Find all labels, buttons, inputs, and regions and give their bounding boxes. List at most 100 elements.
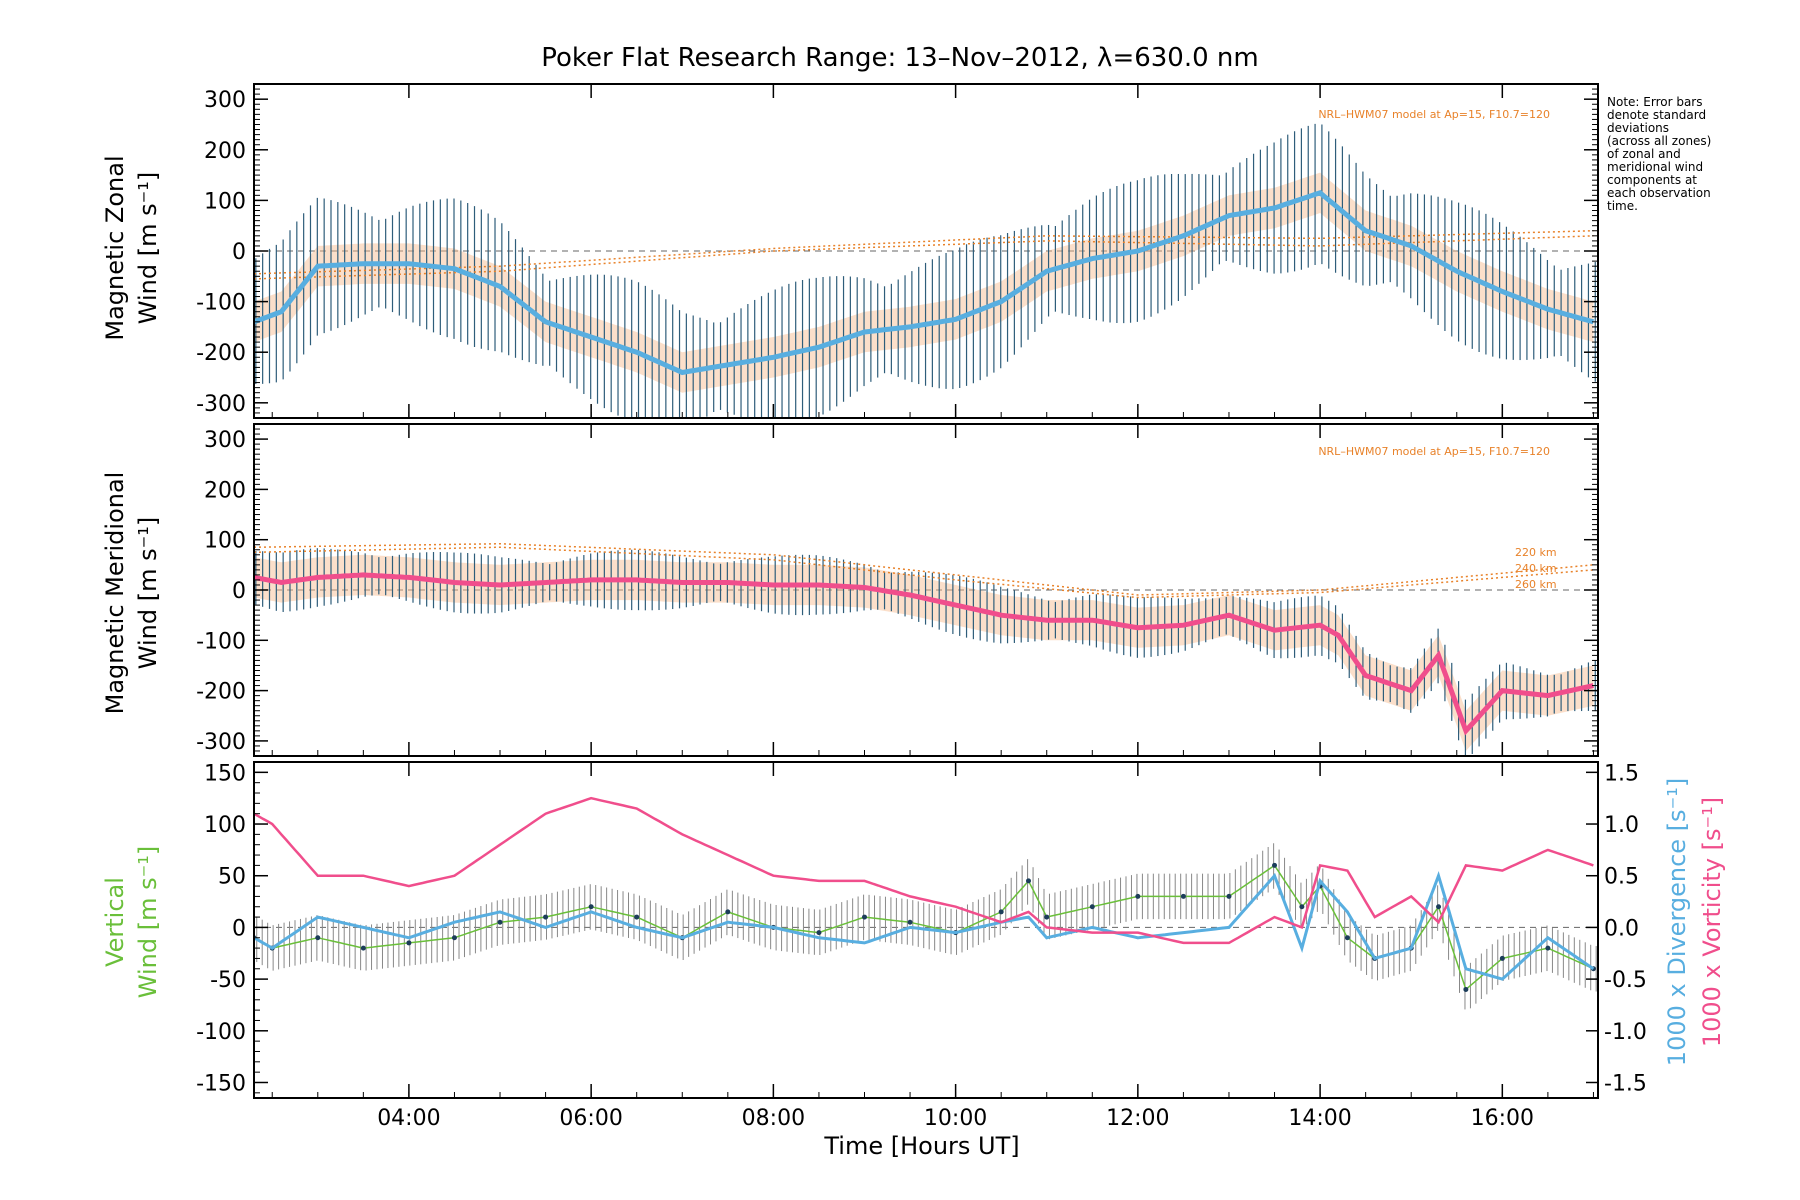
model-curve-label-260: 260 km — [1515, 578, 1557, 591]
x-tick-label: 16:00 — [1471, 1106, 1534, 1131]
vertical-wind-point — [543, 914, 549, 920]
right-tick-label: -1.0 — [1604, 1020, 1647, 1045]
vertical-frame — [253, 761, 1599, 1099]
vertical-wind-point — [1272, 862, 1278, 868]
zonal-y-tick-label: -200 — [196, 341, 246, 366]
meridional-y-tick-label: -200 — [196, 680, 246, 705]
vertical-wind-point — [315, 935, 321, 941]
zonal-y-tick-label: 200 — [204, 139, 246, 164]
note-line-5: meridional wind — [1607, 160, 1703, 174]
right-tick-label: 0.5 — [1604, 865, 1639, 890]
zonal-ylabel-line2: Wind [m s⁻¹] — [134, 172, 162, 324]
vertical-y-tick-label: -100 — [196, 1020, 246, 1045]
vertical-plot: 1.5 1.0 0.5 0.0 -0.5 -1.0 -1.5 150 100 50 0 -50 -100… — [196, 761, 1647, 1099]
vertical-wind-point — [406, 940, 412, 946]
vertical-y-tick-label: 150 — [204, 761, 246, 786]
vertical-ylabel-line2: Wind [m s⁻¹] — [134, 846, 162, 998]
vertical-y-tick-label: 100 — [204, 813, 246, 838]
meridional-y-tick-label: 200 — [204, 478, 246, 503]
note-line-3: (across all zones) — [1607, 134, 1711, 148]
zonal-mean-line — [254, 189, 1595, 376]
right-tick-label: 0.0 — [1604, 916, 1639, 941]
meridional-y-tick-label: -100 — [196, 629, 246, 654]
vertical-wind-line — [254, 864, 1594, 991]
meridional-ylabel-line1: Magnetic Meridional — [101, 472, 129, 715]
x-tick-label: 14:00 — [1288, 1106, 1351, 1131]
meridional-y-tick-label: 100 — [204, 529, 246, 554]
x-tick-label: 04:00 — [377, 1106, 440, 1131]
zonal-zone-band — [254, 172, 1594, 393]
vertical-wind-point — [1344, 935, 1350, 941]
vertical-y-tick-label: 0 — [232, 916, 246, 941]
vertical-wind-point — [861, 914, 867, 920]
vertical-wind-point — [634, 914, 640, 920]
divergence-line — [254, 870, 1595, 981]
vertical-wind-point — [725, 909, 731, 915]
right-tick-label: 1.5 — [1604, 761, 1639, 786]
zonal-model-curve — [254, 230, 1594, 275]
vertical-wind-point — [588, 904, 594, 910]
meridional-model-curve — [254, 546, 1594, 599]
vertical-wind-point — [1499, 955, 1505, 961]
vertical-y-tick-label: -50 — [210, 968, 246, 993]
note-box: Note: Error bars denote standard deviati… — [1607, 95, 1711, 213]
zonal-y-tick-label: 0 — [232, 240, 246, 265]
vertical-data — [254, 796, 1598, 1010]
vertical-wind-point — [451, 935, 457, 941]
vertical-wind-point — [1089, 904, 1095, 910]
vertical-wind-point — [1299, 904, 1305, 910]
zonal-model-label: NRL–HWM07 model at Ap=15, F10.7=120 — [1318, 108, 1550, 121]
meridional-mean-line — [254, 572, 1594, 736]
note-line-0: Note: Error bars — [1607, 95, 1702, 109]
right-tick-label: 1.0 — [1604, 813, 1639, 838]
meridional-plot: 300 200 100 0 -100 -200 -300 — [196, 423, 1599, 757]
vertical-wind-point — [360, 945, 366, 951]
vorticity-ylabel: 1000 x Vorticity [s⁻¹] — [1698, 797, 1726, 1047]
meridional-y-tick-label: 300 — [204, 428, 246, 453]
chart-title: Poker Flat Research Range: 13–Nov–2012, … — [541, 43, 1258, 73]
note-line-6: components at — [1607, 173, 1697, 187]
vertical-wind-point — [816, 930, 822, 936]
meridional-ylabel-line2: Wind [m s⁻¹] — [134, 517, 162, 669]
vertical-ylabel-line1: Vertical — [101, 877, 129, 967]
x-axis-title: Time [Hours UT] — [823, 1132, 1019, 1160]
zonal-plot: 300 200 100 0 -100 -200 -300 — [196, 83, 1599, 419]
vertical-wind-point — [1026, 878, 1032, 884]
x-tick-label: 08:00 — [742, 1106, 805, 1131]
vertical-wind-point — [1545, 945, 1551, 951]
meridional-model-curve — [254, 542, 1594, 596]
x-tick-label: 06:00 — [559, 1106, 622, 1131]
zonal-data — [254, 123, 1598, 418]
zonal-model-curve — [254, 235, 1594, 280]
note-line-8: time. — [1607, 199, 1638, 213]
vertical-wind-point — [1226, 893, 1232, 899]
vertical-wind-point — [907, 919, 913, 925]
zonal-y-tick-label: 100 — [204, 189, 246, 214]
zonal-y-tick-label: 300 — [204, 88, 246, 113]
vertical-wind-point — [1436, 904, 1442, 910]
vertical-y-tick-label: 50 — [218, 865, 246, 890]
note-line-2: deviations — [1607, 121, 1669, 135]
meridional-y-tick-label: 0 — [232, 579, 246, 604]
vertical-wind-point — [1044, 914, 1050, 920]
meridional-model-label: NRL–HWM07 model at Ap=15, F10.7=120 — [1318, 445, 1550, 458]
zonal-y-tick-label: -300 — [196, 392, 246, 417]
note-line-4: of zonal and — [1607, 147, 1681, 161]
vertical-wind-point — [1463, 986, 1469, 992]
right-tick-label: -0.5 — [1604, 968, 1647, 993]
model-curve-label-240: 240 km — [1515, 562, 1557, 575]
zonal-ylabel-line1: Magnetic Zonal — [101, 155, 129, 340]
vorticity-line — [254, 796, 1594, 945]
vertical-wind-point — [1180, 893, 1186, 899]
note-line-1: denote standard — [1607, 108, 1706, 122]
divergence-ylabel: 1000 x Divergence [s⁻¹] — [1663, 778, 1691, 1066]
x-tick-label: 12:00 — [1106, 1106, 1169, 1131]
note-line-7: each observation — [1607, 186, 1711, 200]
vertical-panel: Vertical Wind [m s⁻¹] 1000 x Divergence … — [101, 778, 1726, 1066]
vertical-wind-point — [998, 909, 1004, 915]
vertical-y-tick-label: -150 — [196, 1071, 246, 1096]
zonal-y-tick-label: -100 — [196, 291, 246, 316]
vertical-wind-point — [1135, 893, 1141, 899]
meridional-data — [254, 542, 1598, 756]
